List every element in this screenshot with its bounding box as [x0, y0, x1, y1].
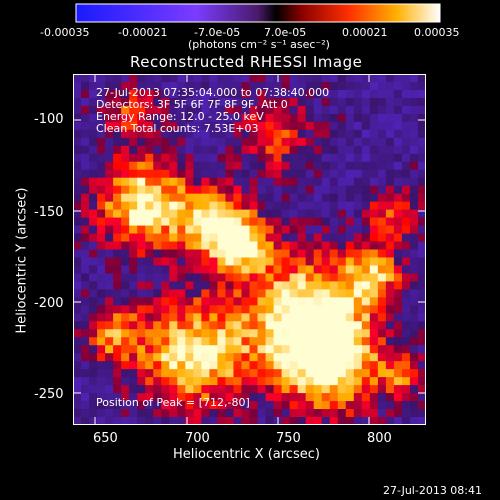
x-axis-label: Heliocentric X (arcsec) — [173, 447, 320, 462]
colorbar-tick-label-4: 0.00021 — [342, 26, 388, 39]
energy-range-text: Energy Range: 12.0 - 25.0 keV — [96, 110, 264, 123]
plot-title: Reconstructed RHESSI Image — [130, 53, 363, 71]
x-tick-label-2: 750 — [276, 431, 301, 446]
x-tick-label-1: 700 — [185, 431, 210, 446]
x-tick-label-3: 800 — [367, 431, 392, 446]
plot-frame — [73, 74, 426, 425]
y-tick-label-3: -250 — [34, 387, 64, 402]
detectors-text: Detectors: 3F 5F 6F 7F 8F 9F, Att 0 — [96, 98, 288, 111]
y-axis-label: Heliocentric Y (arcsec) — [14, 187, 30, 334]
colorbar-tick-label-1: -0.00021 — [118, 26, 168, 39]
y-tick-label-2: -200 — [34, 296, 64, 311]
rhessi-heatmap — [73, 74, 426, 425]
y-tick-label-1: -150 — [34, 205, 64, 220]
peak-position-text: Position of Peak = [712,-80] — [96, 396, 250, 409]
colorbar-tick-label-5: 0.00035 — [414, 26, 460, 39]
colorbar-tick-label-0: -0.00035 — [40, 26, 90, 39]
colorbar — [75, 3, 441, 23]
colorbar-tick-label-3: 7.0e-05 — [264, 26, 307, 39]
y-tick-label-0: -100 — [34, 112, 64, 127]
colorbar-tick-label-2: -7.0e-05 — [194, 26, 241, 39]
clean-counts-text: Clean Total counts: 7.53E+03 — [96, 122, 259, 135]
time-range-text: 27-Jul-2013 07:35:04.000 to 07:38:40.000 — [96, 86, 330, 99]
x-tick-label-0: 650 — [93, 431, 118, 446]
colorbar-units: (photons cm⁻² s⁻¹ asec⁻²) — [188, 38, 330, 51]
timestamp: 27-Jul-2013 08:41 — [383, 484, 483, 497]
